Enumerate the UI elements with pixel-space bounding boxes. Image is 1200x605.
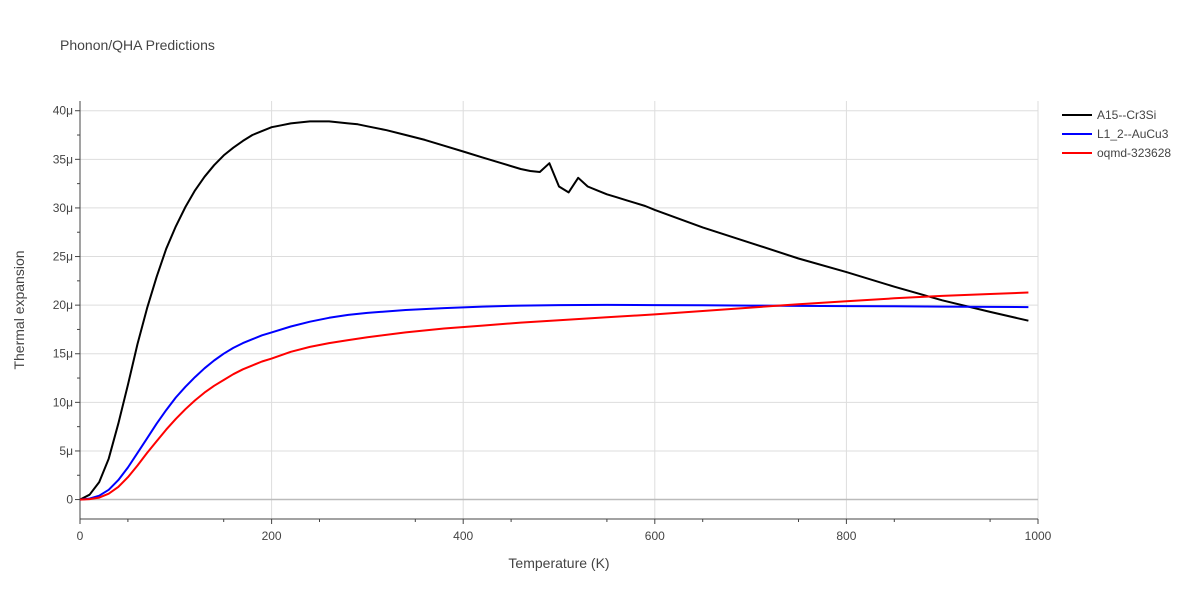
legend-label: L1_2--AuCu3 [1097, 127, 1169, 141]
x-tick-label: 800 [836, 529, 856, 543]
y-tick-label: 25μ [53, 250, 73, 264]
x-tick-label: 1000 [1025, 529, 1052, 543]
y-tick-label: 35μ [53, 152, 73, 166]
x-axis-label: Temperature (K) [508, 555, 609, 571]
series-line-a15-cr3si [79, 120, 1029, 501]
legend[interactable]: A15--Cr3Si L1_2--AuCu3 oqmd-323628 [1062, 108, 1171, 160]
y-tick-label: 40μ [53, 104, 73, 118]
legend-item-l1-2-aucu3[interactable]: L1_2--AuCu3 [1062, 127, 1169, 141]
axes: 0 200 400 600 800 1000 0 5μ 10μ 15μ 20μ 25μ 30μ 35μ 40… [53, 101, 1052, 543]
y-tick-label: 5μ [59, 444, 73, 458]
series-line-l1-2-aucu3 [79, 303, 1029, 501]
series-lines [79, 120, 1029, 501]
chart-title: Phonon/QHA Predictions [60, 37, 215, 53]
y-tick-label: 30μ [53, 201, 73, 215]
grid-lines [80, 101, 1039, 519]
y-tick-label: 20μ [53, 298, 73, 312]
x-tick-label: 200 [262, 529, 282, 543]
y-tick-label: 0 [66, 493, 73, 507]
legend-label: A15--Cr3Si [1097, 108, 1156, 122]
series-line-oqmd-323628 [79, 291, 1029, 501]
legend-item-a15-cr3si[interactable]: A15--Cr3Si [1062, 108, 1156, 122]
x-tick-label: 0 [77, 529, 84, 543]
y-tick-label: 15μ [53, 347, 73, 361]
x-tick-label: 600 [645, 529, 665, 543]
y-tick-label: 10μ [53, 395, 73, 409]
y-axis-label: Thermal expansion [11, 250, 27, 369]
legend-item-oqmd-323628[interactable]: oqmd-323628 [1062, 146, 1171, 160]
x-tick-label: 400 [453, 529, 473, 543]
legend-label: oqmd-323628 [1097, 146, 1171, 160]
